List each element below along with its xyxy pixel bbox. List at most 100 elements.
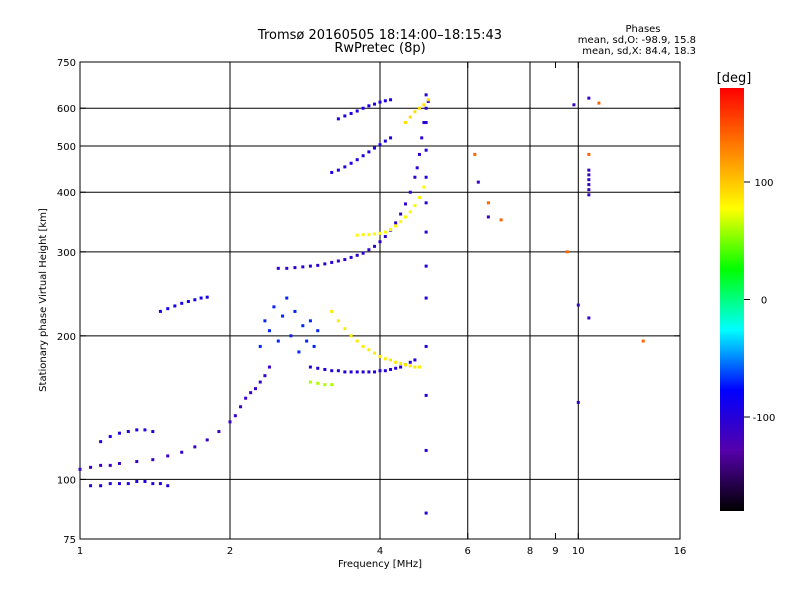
data-point (151, 482, 155, 486)
data-point (361, 233, 365, 237)
data-point (424, 148, 428, 152)
data-point (587, 152, 591, 156)
phases-x-stats: mean, sd,X: 84.4, 18.3 (582, 46, 696, 57)
data-point (587, 193, 591, 197)
data-point (349, 111, 353, 115)
data-point (99, 440, 103, 444)
data-point (355, 253, 359, 257)
data-point (413, 365, 417, 369)
data-point (205, 438, 209, 442)
x-tick-label: 1 (77, 546, 83, 557)
data-point (135, 428, 139, 432)
data-point (378, 240, 382, 244)
data-point (166, 454, 170, 458)
data-point (267, 365, 271, 369)
data-point (343, 370, 347, 374)
data-point (403, 202, 407, 206)
data-point (361, 370, 365, 374)
data-point (323, 262, 327, 266)
data-point (587, 188, 591, 192)
data-point (424, 448, 428, 452)
x-axis-label: Frequency [MHz] (338, 559, 422, 570)
data-point (253, 387, 257, 391)
data-point (330, 309, 334, 313)
data-point (389, 228, 393, 232)
data-point (316, 366, 320, 370)
data-point (367, 248, 371, 252)
data-point (272, 305, 276, 309)
data-point (308, 264, 312, 268)
data-point (597, 101, 601, 105)
data-point (399, 220, 403, 224)
data-point (343, 114, 347, 118)
data-point (476, 180, 480, 184)
data-point (108, 435, 112, 439)
data-point (349, 255, 353, 259)
y-tick-label: 200 (57, 332, 76, 343)
data-point (408, 190, 412, 194)
data-point (424, 393, 428, 397)
data-point (424, 121, 428, 125)
data-point (293, 309, 297, 313)
colorbar-ticks: 100 0 -100 (744, 178, 775, 424)
data-point (158, 482, 162, 486)
y-tick-label: 750 (57, 58, 76, 69)
data-point (420, 136, 424, 140)
data-point (576, 400, 580, 404)
data-point (276, 266, 280, 270)
data-point (641, 339, 645, 343)
data-point (323, 367, 327, 371)
data-point (285, 266, 289, 270)
data-point (399, 365, 403, 369)
data-point (249, 391, 253, 395)
data-point (258, 380, 262, 384)
y-tick-label: 100 (57, 475, 76, 486)
data-point (408, 210, 412, 214)
data-point (193, 445, 197, 449)
data-point (424, 93, 428, 97)
data-point (473, 152, 477, 156)
data-point (323, 383, 327, 387)
data-point (180, 450, 184, 454)
x-tick-label: 8 (527, 546, 533, 557)
data-point (373, 102, 377, 106)
data-point (383, 139, 387, 143)
axis-ticks: 1 2 4 6 8 9 10 16 75 100 200 300 400 500 600 750 (57, 58, 686, 557)
data-point (180, 301, 184, 305)
data-point (108, 482, 112, 486)
data-point (587, 96, 591, 100)
data-point (415, 166, 419, 170)
data-point (89, 465, 93, 469)
data-point (424, 344, 428, 348)
data-point (336, 168, 340, 172)
data-point (587, 178, 591, 182)
x-tick-label: 2 (227, 546, 233, 557)
data-point (565, 250, 569, 254)
data-point (373, 370, 377, 374)
data-point (151, 430, 155, 434)
data-point (217, 430, 221, 434)
data-point (355, 158, 359, 162)
data-point (308, 319, 312, 323)
data-point (373, 232, 377, 236)
data-point (205, 295, 209, 299)
data-point (367, 104, 371, 108)
data-point (263, 374, 267, 378)
data-point (408, 364, 412, 368)
y-tick-label: 300 (57, 248, 76, 259)
data-point (367, 370, 371, 374)
data-point (308, 380, 312, 384)
data-point (413, 175, 417, 179)
data-point (373, 146, 377, 150)
data-point (403, 215, 407, 219)
data-point (413, 204, 417, 208)
data-point (499, 218, 503, 222)
data-point (408, 360, 412, 364)
data-point (276, 339, 280, 343)
data-point (422, 185, 426, 189)
colorbar-label: [deg] (717, 71, 752, 86)
data-point (367, 150, 371, 154)
data-points (78, 93, 645, 515)
chart-subtitle: RwPretec (8p) (334, 41, 425, 56)
